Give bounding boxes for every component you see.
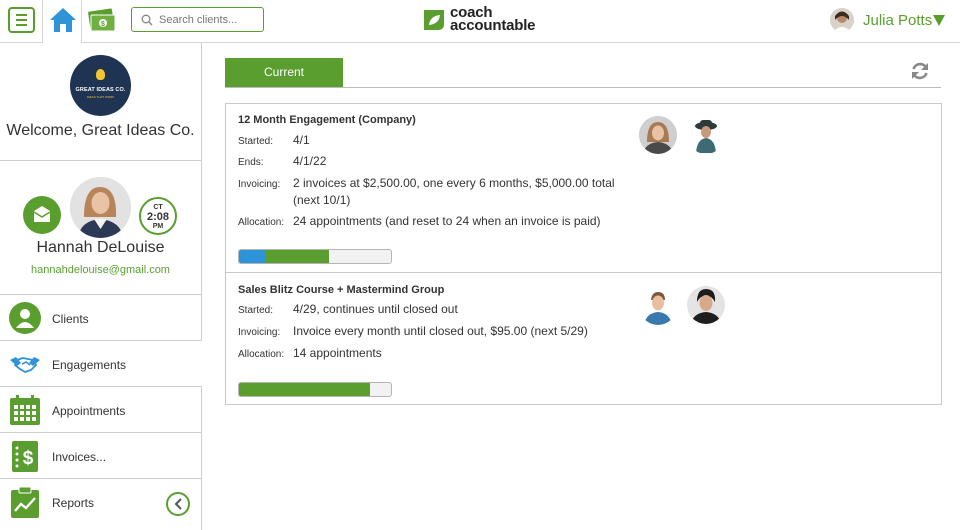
- engagement-card[interactable]: 12 Month Engagement (Company) Started: 4…: [226, 104, 941, 273]
- company-logo-subtext: IDEAS THAT WORK: [86, 95, 115, 99]
- sidebar-item-appointments[interactable]: Appointments: [0, 387, 201, 433]
- brand-line-1: coach: [450, 4, 493, 21]
- coach-photo[interactable]: [70, 177, 131, 238]
- clock-time: 2:08: [146, 211, 170, 223]
- company-logo: GREAT IDEAS CO. IDEAS THAT WORK: [70, 55, 131, 116]
- row-value: 14 appointments: [293, 346, 382, 360]
- main-content: Current 12 Month Engagement (Company) St…: [202, 43, 960, 530]
- chevron-left-icon: [174, 498, 182, 510]
- row-value: 2 invoices at $2,500.00, one every 6 mon…: [293, 176, 615, 207]
- clock-ampm: PM: [152, 223, 164, 230]
- row-label: Invoicing:: [238, 179, 281, 190]
- sidebar-item-label: Clients: [52, 312, 89, 326]
- sidebar-item-reports[interactable]: Reports: [0, 479, 201, 525]
- search-input[interactable]: [159, 11, 259, 28]
- progress-scheduled-segment: [265, 250, 329, 263]
- sidebar-item-label: Invoices...: [52, 450, 107, 464]
- progress-used-segment: [239, 250, 265, 263]
- sidebar-item-engagements[interactable]: Engagements: [0, 341, 202, 387]
- coach-name: Hannah DeLouise: [36, 239, 165, 256]
- hamburger-menu-icon[interactable]: [8, 7, 35, 33]
- money-icon[interactable]: $: [88, 6, 116, 34]
- person-icon: [9, 302, 41, 334]
- lightbulb-icon: [96, 69, 105, 80]
- engagement-title: 12 Month Engagement (Company): [238, 114, 416, 126]
- search-icon: [141, 14, 153, 26]
- row-value: 4/1/22: [293, 154, 327, 168]
- row-value: 4/1: [293, 133, 310, 147]
- svg-text:$: $: [23, 448, 34, 469]
- row-value: 4/29, continues until closed out: [293, 302, 458, 316]
- row-value: Invoice every month until closed out, $9…: [293, 324, 588, 338]
- coach-avatar[interactable]: [639, 287, 677, 325]
- row-label: Allocation:: [238, 217, 285, 228]
- sidebar-item-clients[interactable]: Clients: [0, 295, 201, 341]
- welcome-text: Welcome, Great Ideas Co.: [6, 122, 195, 139]
- caret-down-icon[interactable]: [933, 15, 945, 26]
- tab-current[interactable]: Current: [225, 58, 343, 87]
- row-label: Started:: [238, 136, 274, 147]
- coach-avatar[interactable]: [639, 116, 677, 154]
- row-value: 24 appointments (and reset to 24 when an…: [293, 214, 601, 228]
- coach-email-link[interactable]: hannahdelouise@gmail.com: [31, 264, 170, 276]
- row-label: Allocation:: [238, 349, 285, 360]
- handshake-icon: [10, 357, 40, 373]
- calendar-icon: [10, 395, 40, 425]
- row-label: Started:: [238, 305, 274, 316]
- invoice-dollar-icon: $: [12, 441, 38, 472]
- refresh-icon[interactable]: [910, 61, 930, 81]
- engagement-tabs: Current: [225, 58, 941, 88]
- coach-local-time: CT 2:08 PM: [139, 197, 177, 235]
- engagement-card[interactable]: Sales Blitz Course + Mastermind Group St…: [226, 274, 941, 404]
- row-label: Ends:: [238, 157, 264, 168]
- company-logo-text: GREAT IDEAS CO.: [75, 87, 126, 93]
- allocation-progress-bar: [238, 249, 392, 264]
- sidebar-item-label: Reports: [52, 496, 95, 510]
- client-avatar[interactable]: [687, 116, 725, 154]
- clipboard-chart-icon: [11, 486, 39, 518]
- company-block: GREAT IDEAS CO. IDEAS THAT WORK Welcome,…: [0, 43, 201, 161]
- collapse-sidebar-button[interactable]: [166, 492, 190, 516]
- sidebar-item-label: Appointments: [52, 404, 126, 418]
- allocation-progress-bar: [238, 382, 392, 397]
- clock-timezone: CT: [153, 204, 163, 211]
- home-icon: [50, 8, 76, 32]
- row-label: Invoicing:: [238, 327, 281, 338]
- brand-line-2: accountable: [450, 17, 536, 34]
- home-tab[interactable]: [42, 0, 82, 44]
- client-avatar[interactable]: [687, 286, 725, 324]
- coach-block: CT 2:08 PM Hannah DeLouise hannahdelouis…: [0, 161, 201, 295]
- sidebar-item-invoices[interactable]: $ Invoices...: [0, 433, 201, 479]
- progress-scheduled-segment: [239, 383, 370, 396]
- user-name[interactable]: Julia Potts: [863, 12, 933, 29]
- envelope-icon: [33, 206, 51, 222]
- engagement-title: Sales Blitz Course + Mastermind Group: [238, 284, 445, 296]
- sidebar-item-label: Engagements: [52, 358, 127, 372]
- user-avatar[interactable]: [830, 8, 854, 32]
- svg-text:$: $: [101, 21, 105, 28]
- message-coach-button[interactable]: [23, 196, 61, 234]
- sidebar: GREAT IDEAS CO. IDEAS THAT WORK Welcome,…: [0, 43, 202, 530]
- brand-name: coach accountable: [450, 4, 536, 34]
- search-box[interactable]: [131, 7, 264, 32]
- engagement-list: 12 Month Engagement (Company) Started: 4…: [225, 103, 942, 405]
- leaf-logo-icon: [424, 10, 444, 30]
- top-bar: $ coach accountable Julia Potts: [0, 0, 960, 44]
